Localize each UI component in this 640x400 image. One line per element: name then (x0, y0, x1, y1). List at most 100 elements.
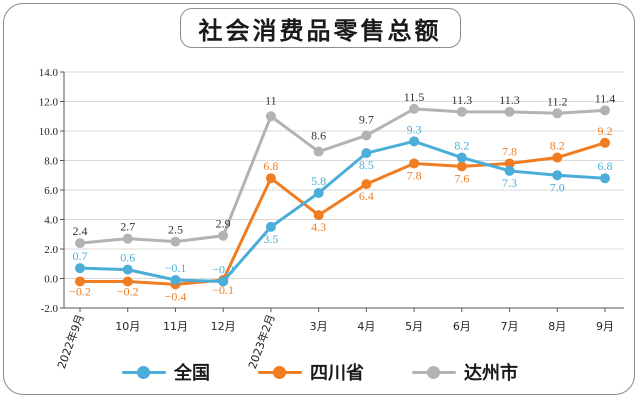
title-box: 社会消费品零售总额 (179, 8, 461, 48)
data-label: −0.1 (212, 283, 234, 297)
data-point (409, 136, 420, 147)
legend-swatch (412, 365, 456, 379)
y-tick-label: -2.0 (41, 303, 59, 315)
data-label: 2.7 (120, 220, 135, 234)
data-point (75, 238, 85, 249)
legend-swatch (122, 365, 166, 379)
data-point (361, 130, 372, 141)
x-tick-label: 5月 (405, 320, 423, 333)
x-tick-label: 6月 (453, 320, 471, 333)
data-point (75, 263, 85, 274)
legend-label: 达州市 (464, 363, 518, 384)
chart-title: 社会消费品零售总额 (198, 16, 442, 45)
data-point (504, 158, 515, 169)
series-line-达州市 (79, 107, 606, 245)
data-label: 2.5 (168, 223, 183, 237)
data-label: 7.8 (502, 144, 517, 158)
legend-label: 四川省 (310, 363, 364, 384)
series-line-四川省 (80, 141, 606, 286)
series-line-全国 (79, 139, 606, 283)
data-point (600, 137, 610, 148)
data-label: 11 (265, 93, 277, 107)
data-point (504, 165, 515, 176)
legend-marker (137, 365, 150, 379)
data-label: 0.6 (120, 251, 135, 265)
data-label: 11.3 (452, 93, 473, 107)
data-label: 11.2 (547, 94, 568, 108)
x-tick-label: 12月 (211, 320, 236, 333)
y-tick-label: 4.0 (44, 215, 58, 227)
data-label: 9.7 (359, 112, 374, 126)
data-label: 9.3 (407, 122, 422, 136)
legend-item: 达州市 (412, 359, 518, 385)
data-label: 8.6 (311, 129, 326, 143)
data-label: 11.4 (595, 91, 616, 105)
data-label: 2.9 (216, 217, 231, 231)
y-tick-label: 14.0 (39, 67, 59, 79)
data-point (552, 170, 563, 181)
chart-frame (3, 3, 635, 395)
data-label: 6.8 (598, 159, 613, 173)
data-point (552, 108, 563, 119)
data-point (265, 111, 276, 122)
x-tick-label: 8月 (548, 320, 566, 333)
data-label: −0.4 (165, 289, 187, 303)
data-point (456, 161, 467, 172)
data-point (409, 103, 420, 114)
data-label: 7.3 (502, 176, 517, 190)
y-tick-label: 8.0 (44, 156, 58, 168)
y-tick-label: 0.0 (44, 274, 58, 286)
data-label: 4.3 (311, 220, 326, 234)
y-tick-label: 2.0 (44, 244, 58, 256)
data-label: 8.2 (454, 139, 469, 153)
data-point (313, 187, 324, 198)
data-label: 0.7 (73, 249, 88, 263)
legend-item: 全国 (122, 359, 210, 385)
x-tick-label: 3月 (310, 320, 328, 333)
x-tick-label: 11月 (163, 320, 188, 333)
x-tick-label: 4月 (357, 320, 375, 333)
data-point (170, 274, 181, 285)
data-point (218, 230, 229, 241)
title-area: 社会消费品零售总额 (0, 8, 640, 56)
y-tick-label: 12.0 (39, 97, 59, 109)
legend-swatch (258, 365, 302, 379)
data-point (265, 173, 276, 184)
data-point (361, 179, 372, 190)
legend-marker (427, 365, 440, 379)
y-tick-label: 10.0 (39, 126, 59, 138)
data-point (218, 276, 229, 287)
data-label: −0.2 (117, 284, 139, 298)
data-label: 2.4 (73, 224, 88, 238)
data-point (600, 173, 610, 184)
legend-label: 全国 (174, 363, 210, 384)
data-point (265, 221, 276, 232)
data-point (456, 152, 467, 163)
data-label: 11.3 (499, 93, 520, 107)
data-label: 7.6 (454, 171, 469, 185)
data-point (552, 152, 563, 163)
data-label: −0.2 (212, 262, 234, 276)
data-label: 9.2 (598, 124, 613, 138)
data-point (122, 264, 133, 275)
data-point (313, 146, 324, 157)
x-tick-label: 9月 (596, 320, 614, 333)
legend-marker (273, 365, 286, 379)
data-label: 8.2 (550, 139, 565, 153)
data-point (170, 236, 181, 247)
data-label: 7.8 (407, 168, 422, 182)
data-label: 6.4 (359, 189, 374, 203)
data-point (122, 276, 133, 287)
data-label: 7.0 (550, 180, 565, 194)
data-point (504, 106, 515, 117)
data-label: 11.5 (404, 90, 425, 104)
y-tick-label: 6.0 (44, 185, 58, 197)
legend: 全国 四川省 达州市 (0, 356, 640, 388)
x-tick-label: 10月 (115, 320, 140, 333)
data-point (75, 276, 85, 287)
data-label: −0.1 (165, 261, 187, 275)
data-label: −0.2 (69, 284, 91, 298)
legend-item: 四川省 (258, 359, 364, 385)
data-label: 6.8 (263, 159, 278, 173)
